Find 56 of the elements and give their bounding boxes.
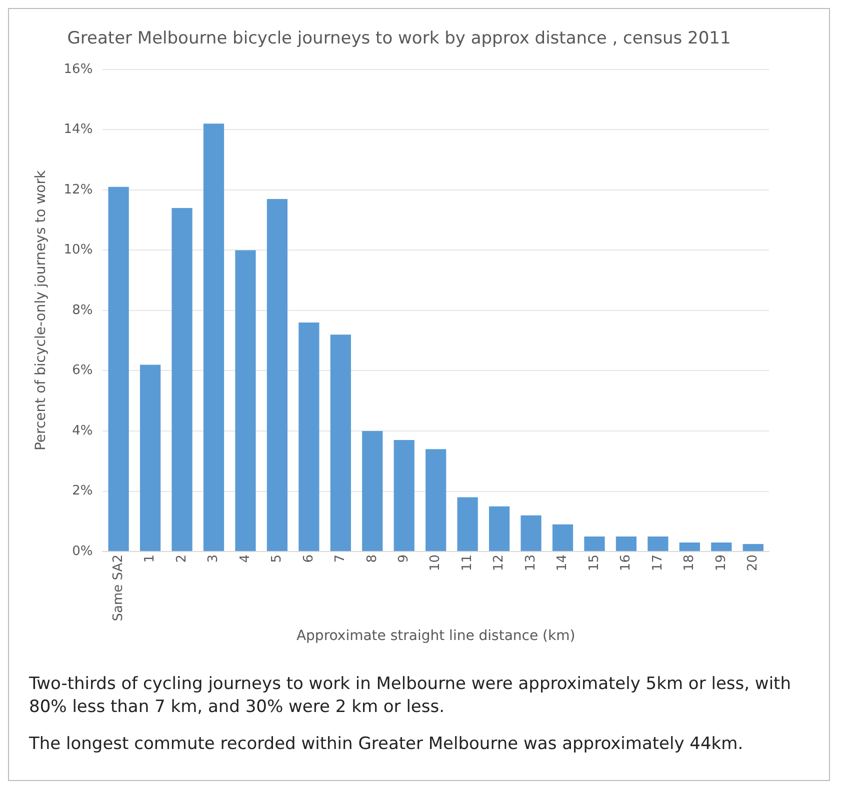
x-tick-label: 2 — [174, 554, 190, 563]
bar — [679, 542, 700, 552]
y-tick-label: 16% — [64, 62, 93, 77]
bar — [648, 536, 668, 552]
y-tick-label: 2% — [72, 484, 93, 499]
y-tick-label: 10% — [64, 242, 93, 258]
y-tick-label: 0% — [72, 544, 93, 559]
y-tick-label: 12% — [64, 182, 93, 198]
text: Two-thirds of cycling journeys to work in Melbourne were approximately 5km or less, with 80% less than 7 km, and 30% were 2 km or less. — [29, 673, 792, 719]
y-tick-label: 4% — [72, 423, 93, 438]
x-tick-label: 14 — [555, 554, 570, 572]
y-tick-label: 6% — [72, 363, 93, 378]
x-tick-label: 1 — [142, 554, 158, 563]
bar — [457, 497, 478, 552]
x-tick-label: 8 — [364, 554, 380, 563]
x-tick-label: 4 — [238, 554, 253, 563]
bar — [235, 250, 256, 552]
bar — [140, 364, 161, 552]
text: The longest commute recorded within Greater Melbourne was approximately 44km. — [29, 732, 744, 756]
x-tick-label: 6 — [301, 554, 316, 563]
x-tick-label: 17 — [650, 554, 666, 572]
bar — [742, 544, 764, 552]
bar — [203, 124, 224, 552]
bar — [172, 208, 192, 552]
x-tick-label: 3 — [206, 554, 222, 563]
x-tick-label: 10 — [428, 554, 444, 572]
bar — [108, 186, 129, 552]
x-tick-label: 15 — [586, 554, 602, 572]
y-tick-label: 14% — [64, 122, 93, 138]
bar — [394, 440, 414, 552]
x-tick-label: Same SA2 — [110, 554, 126, 622]
bar — [298, 322, 320, 552]
x-tick-label: 16 — [618, 554, 634, 572]
x-tick-label: 11 — [460, 554, 475, 572]
x-tick-label: 19 — [714, 554, 729, 572]
bar — [520, 515, 542, 552]
bar — [362, 431, 383, 552]
bar — [616, 536, 637, 552]
chart-title: Greater Melbourne bicycle journeys to work by approx distance , census 2011 — [67, 28, 731, 49]
x-tick-label: 9 — [396, 554, 412, 563]
y-tick-label: 8% — [72, 302, 93, 318]
x-tick-label: 5 — [270, 554, 285, 563]
x-tick-label: 20 — [746, 554, 761, 572]
bar — [330, 334, 351, 552]
bar — [552, 524, 574, 552]
y-axis-title: Percent of bicycle-only journeys to work — [33, 170, 50, 451]
x-tick-label: 18 — [682, 554, 698, 572]
bar — [584, 536, 605, 552]
bar — [426, 449, 446, 552]
x-tick-label: 13 — [523, 554, 538, 572]
bar — [711, 542, 732, 552]
x-axis-title: Approximate straight line distance (km) — [296, 628, 576, 644]
bar — [488, 506, 510, 552]
x-tick-label: 12 — [492, 554, 507, 572]
x-tick-label: 7 — [333, 554, 348, 563]
bar — [266, 198, 288, 552]
